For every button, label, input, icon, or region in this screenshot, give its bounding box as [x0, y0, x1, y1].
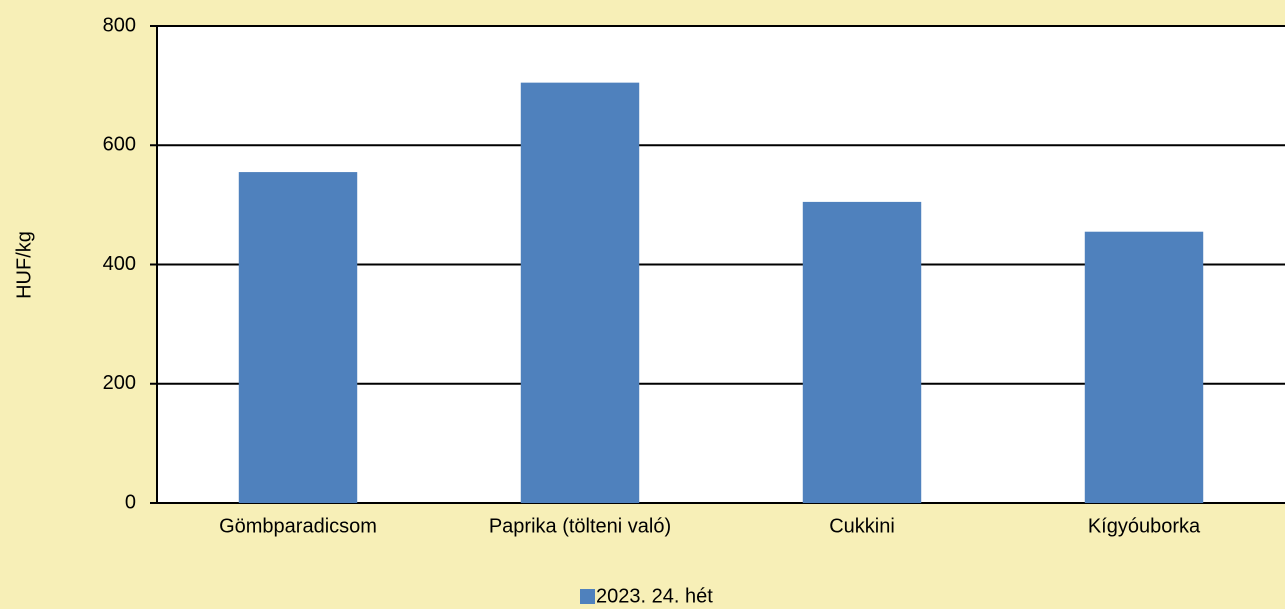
bar: [520, 82, 640, 504]
legend-label: 2023. 24. hét: [596, 585, 713, 607]
bar: [1084, 231, 1204, 504]
y-tick-label: 800: [103, 14, 136, 36]
y-tick-label: 600: [103, 134, 136, 156]
bar: [238, 172, 358, 504]
bar: [802, 201, 922, 504]
legend-swatch: [580, 589, 595, 604]
x-tick-label: Kígyóuborka: [1088, 515, 1201, 537]
y-tick-label: 0: [125, 491, 136, 513]
y-tick-label: 200: [103, 372, 136, 394]
y-tick-label: 400: [103, 253, 136, 275]
x-tick-label: Paprika (tölteni való): [489, 515, 671, 537]
x-tick-label: Gömbparadicsom: [219, 515, 377, 537]
y-axis-label: HUF/kg: [13, 231, 35, 299]
x-tick-label: Cukkini: [829, 515, 895, 537]
